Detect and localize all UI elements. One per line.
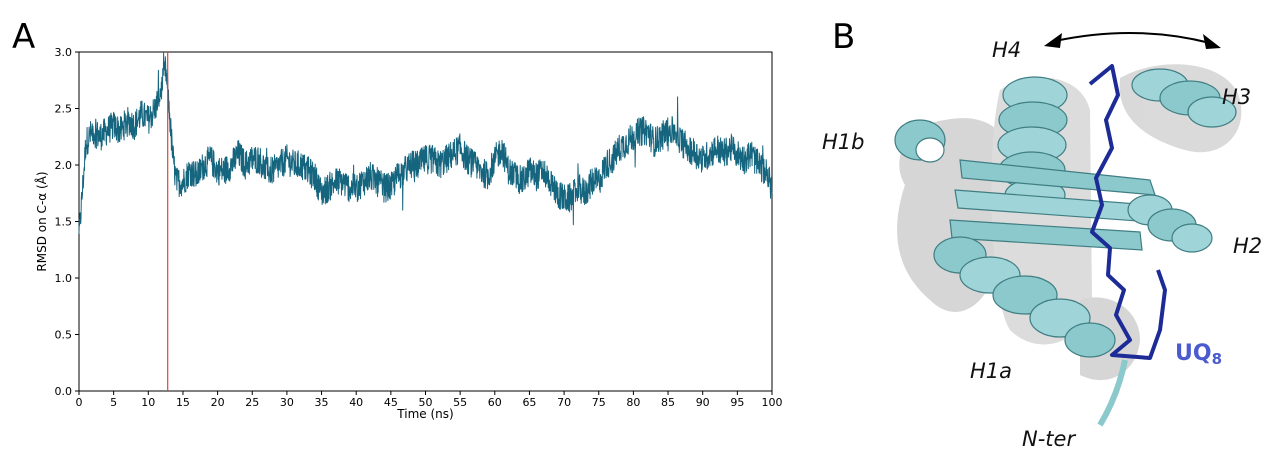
label-h2: H2 <box>1233 234 1262 258</box>
plot-frame <box>78 51 773 392</box>
y-tick-label: 0.5 <box>55 329 73 342</box>
x-tick-label: 25 <box>245 396 259 409</box>
x-tick-label: 80 <box>626 396 640 409</box>
y-tick-label: 3.0 <box>55 46 73 59</box>
x-tick-label: 35 <box>315 396 329 409</box>
cartoon-ribbon-cyan <box>894 68 1237 427</box>
y-tick-label: 2.0 <box>55 159 73 172</box>
rmsd-series-line <box>78 52 773 234</box>
y-axis: 0.0 0.5 1.0 1.5 2.0 2.5 3.0 <box>55 46 79 398</box>
x-tick-label: 90 <box>696 396 710 409</box>
x-tick-label: 75 <box>592 396 606 409</box>
x-tick-label: 30 <box>280 396 294 409</box>
helix-h1a <box>933 236 1116 358</box>
ubiquinone-ligand-stick <box>1088 64 1167 360</box>
x-tick-label: 0 <box>76 396 83 409</box>
label-h1a: H1a <box>970 359 1012 383</box>
double-arrow-icon <box>1044 31 1221 49</box>
x-tick-label: 50 <box>419 396 433 409</box>
helix-h4 <box>997 76 1068 212</box>
x-axis-label: Time (ns) <box>396 407 453 421</box>
x-tick-label: 95 <box>730 396 744 409</box>
panel-label-a: A <box>12 17 35 57</box>
x-tick-label: 15 <box>176 396 190 409</box>
x-tick-label: 5 <box>110 396 117 409</box>
label-h4: H4 <box>992 38 1021 62</box>
helix-h3 <box>1131 68 1237 128</box>
x-tick-label: 60 <box>488 396 502 409</box>
y-tick-label: 0.0 <box>55 385 73 398</box>
label-h3: H3 <box>1222 85 1251 109</box>
x-tick-label: 65 <box>522 396 536 409</box>
x-tick-label: 100 <box>762 396 783 409</box>
x-tick-label: 85 <box>661 396 675 409</box>
rmsd-line-chart: 0.0 0.5 1.0 1.5 2.0 2.5 3.0 0 5 10 15 20 25 30 35 40 45… <box>34 46 783 421</box>
y-tick-label: 1.0 <box>55 272 73 285</box>
beta-sheet <box>949 159 1156 251</box>
x-tick-label: 55 <box>453 396 467 409</box>
x-tick-label: 10 <box>141 396 155 409</box>
y-tick-label: 1.5 <box>55 216 73 229</box>
label-h1b: H1b <box>822 130 864 154</box>
label-ligand: UQ8 <box>1175 341 1222 368</box>
helix-h1b <box>894 119 946 163</box>
x-tick-label: 20 <box>211 396 225 409</box>
protein-structure-illustration: H4 H3 H1b H2 H1a N-ter UQ8 <box>822 31 1262 451</box>
y-axis-label: RMSD on C-α (Å) <box>34 171 49 271</box>
helix-h2 <box>1127 194 1213 253</box>
x-tick-label: 70 <box>557 396 571 409</box>
n-terminal-tail <box>1097 359 1128 427</box>
x-axis: 0 5 10 15 20 25 30 35 40 45 50 55 60 65 70 75 80 85 90 95 10… <box>76 391 783 409</box>
label-n-terminus: N-ter <box>1022 427 1076 451</box>
x-tick-label: 40 <box>349 396 363 409</box>
panel-label-b: B <box>832 17 855 57</box>
y-tick-label: 2.5 <box>55 103 73 116</box>
x-tick-label: 45 <box>384 396 398 409</box>
